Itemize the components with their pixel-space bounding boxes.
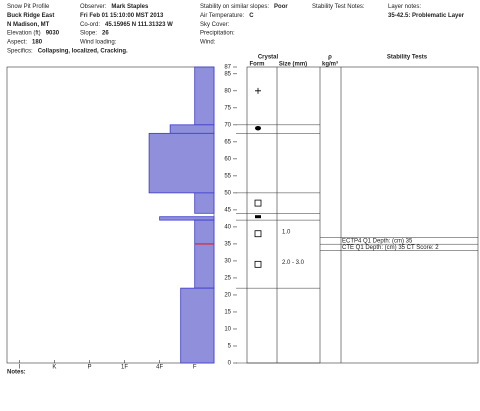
field-label: Air Temperature:	[200, 12, 245, 18]
y-tick-label: 60	[224, 156, 231, 162]
grain-size: 2.0 - 3.0	[282, 260, 305, 266]
y-tick-label: 80	[224, 88, 231, 94]
column-header: Stability Tests	[387, 55, 428, 61]
y-tick-label: 55	[224, 173, 231, 179]
y-tick-label: 70	[224, 122, 231, 128]
header-field: Snow Pit Profile	[7, 4, 50, 10]
x-tick-label: P	[87, 365, 91, 371]
y-tick-label: 20	[224, 293, 231, 299]
header-field: Fri Feb 01 15:10:00 MST 2013	[80, 12, 164, 18]
header-field: Observer: Mark Staples	[80, 4, 149, 10]
header-field: 35-42.5: Problematic Layer	[388, 12, 465, 18]
grain-form	[254, 260, 262, 268]
grain-form	[254, 230, 262, 238]
header-field: Co-ord: 45.15965 N 111.31323 W	[80, 21, 173, 27]
stability-test: ECTP4 Q1 Depth: (cm) 35	[342, 239, 413, 245]
notes-label: Notes:	[7, 370, 26, 376]
header-field: Sky Cover:	[200, 21, 230, 27]
y-tick-label: 30	[224, 259, 231, 265]
grain-size: 1.0	[282, 229, 291, 235]
field-label: Co-ord:	[80, 21, 100, 27]
hardness-frame	[6, 66, 215, 364]
field-value: 26	[102, 30, 109, 36]
grain-form	[255, 215, 261, 219]
hardness-bar	[169, 124, 215, 134]
field-value: 45.15965 N 111.31323 W	[105, 21, 173, 27]
crystal-frame	[246, 66, 479, 364]
y-tick-label: 35	[224, 241, 231, 247]
y-tick-label: 75	[224, 105, 231, 111]
field-value: 35-42.5: Problematic Layer	[388, 12, 465, 18]
field-label: Stability Test Notes:	[312, 4, 365, 10]
field-label: Elevation (ft)	[7, 30, 41, 36]
grain-form	[255, 87, 261, 94]
header-field: Precipitation:	[200, 30, 235, 36]
field-value: N Madison, MT	[7, 21, 50, 27]
field-label: Observer:	[80, 4, 107, 10]
y-tick-label: 40	[224, 224, 231, 230]
field-label: Aspect:	[7, 39, 27, 45]
hardness-bar	[194, 219, 215, 289]
field-label: Slope:	[80, 30, 97, 36]
stability-test: CTE Q1 Depth: (cm) 35 CT Score: 2	[342, 245, 439, 251]
x-tick-label: 1F	[121, 365, 128, 371]
field-value: 180	[32, 39, 43, 45]
y-tick-label: 10	[224, 327, 231, 333]
header-field: Stability Test Notes:	[312, 4, 365, 10]
header-field: Specifics: Collapsing, localized, Crackin…	[7, 48, 128, 54]
header-field: Stability on similar slopes: Poor	[200, 4, 288, 10]
y-tick-label: 87	[224, 65, 231, 71]
column-header: ρ	[328, 55, 332, 61]
y-tick-label: 85	[224, 71, 231, 77]
x-tick-label: K	[52, 365, 56, 371]
hardness-bar	[148, 132, 215, 194]
column-header: kg/m³	[322, 61, 338, 68]
grain-form	[255, 126, 261, 131]
field-label: Snow Pit Profile	[7, 4, 50, 10]
y-tick-label: 25	[224, 276, 231, 282]
x-tick-label: I	[18, 365, 20, 371]
header-field: Elevation (ft) 9030	[7, 30, 60, 36]
header-field: N Madison, MT	[7, 21, 50, 27]
field-label: Wind:	[200, 39, 216, 45]
grain-form	[254, 199, 262, 207]
column-header: Size (mm)	[279, 62, 307, 68]
field-label: Precipitation:	[200, 30, 235, 36]
y-tick-label: 45	[224, 207, 231, 213]
y-tick-label: 50	[224, 190, 231, 196]
header-field: Wind loading:	[80, 39, 117, 45]
y-tick-label: 0	[228, 361, 232, 367]
header-field: Air Temperature: C	[200, 12, 254, 18]
field-label: Specifics:	[7, 48, 33, 54]
field-value: Poor	[274, 4, 288, 10]
column-header: Form	[250, 62, 265, 68]
field-value: C	[249, 12, 254, 18]
field-value: Buck Ridge East	[7, 12, 54, 18]
field-value: Mark Staples	[111, 4, 149, 10]
hardness-bar	[194, 192, 215, 214]
hardness-bar	[180, 287, 215, 364]
field-label: Wind loading:	[80, 39, 117, 45]
y-tick-label: 65	[224, 139, 231, 145]
field-label: Sky Cover:	[200, 21, 230, 27]
header-field: Buck Ridge East	[7, 12, 54, 18]
field-label: Stability on similar slopes:	[200, 4, 269, 10]
header-field: Slope: 26	[80, 30, 109, 36]
field-value: Collapsing, localized, Cracking.	[38, 48, 128, 54]
hardness-bar	[159, 216, 215, 221]
field-label: Layer notes:	[388, 4, 421, 10]
field-value: Fri Feb 01 15:10:00 MST 2013	[80, 12, 164, 18]
field-value: 9030	[46, 30, 60, 36]
x-tick-label: F	[193, 365, 197, 371]
column-header: Crystal	[258, 55, 279, 61]
header-field: Aspect: 180	[7, 39, 43, 45]
x-tick-label: 4F	[156, 365, 163, 371]
y-tick-label: 15	[224, 310, 231, 316]
header-field: Wind:	[200, 39, 216, 45]
header-field: Layer notes:	[388, 4, 421, 10]
y-tick-label: 5	[228, 344, 232, 350]
hardness-bar	[194, 66, 215, 126]
